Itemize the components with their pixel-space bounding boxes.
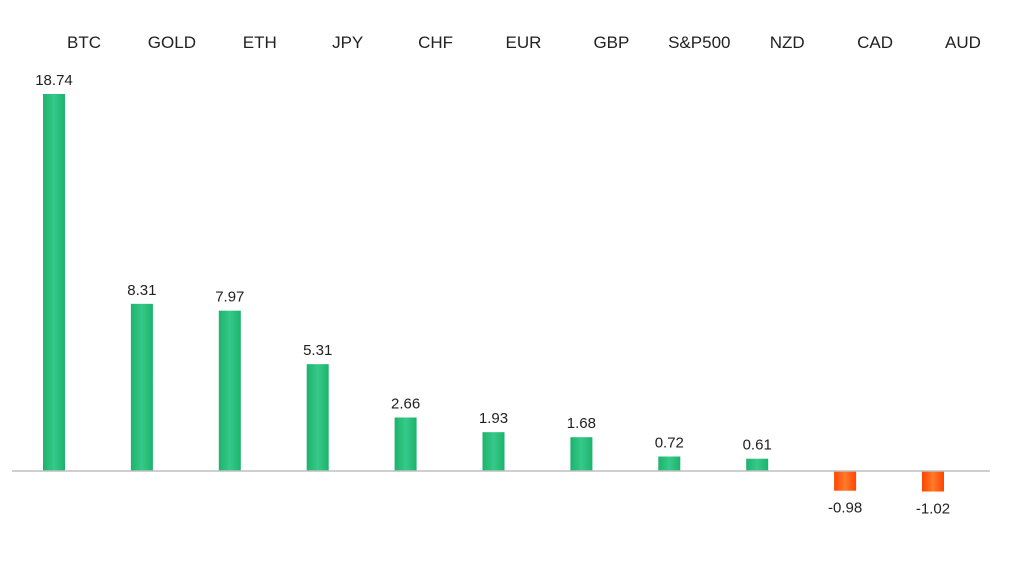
value-label: -0.98 xyxy=(828,500,862,517)
value-label: 7.97 xyxy=(215,289,244,306)
category-label: NZD xyxy=(770,33,805,52)
category-label: EUR xyxy=(506,33,542,52)
category-label: JPY xyxy=(332,33,363,52)
bar xyxy=(658,456,681,471)
category-label: S&P500 xyxy=(668,33,730,52)
value-label: 1.93 xyxy=(479,410,508,427)
bar xyxy=(834,471,857,491)
bar xyxy=(130,303,153,471)
bar xyxy=(482,432,505,471)
category-label: ETH xyxy=(243,33,277,52)
category-label: GOLD xyxy=(148,33,196,52)
bar xyxy=(570,437,593,471)
category-label: GBP xyxy=(593,33,629,52)
value-label: 5.31 xyxy=(303,342,332,359)
bars-group xyxy=(43,94,944,492)
value-label: 8.31 xyxy=(127,282,156,299)
category-label: CHF xyxy=(418,33,453,52)
category-label: CAD xyxy=(857,33,893,52)
value-labels: 18.74 8.31 7.97 5.31 2.66 1.93 1.68 0.72 0.61 -0.… xyxy=(35,72,950,518)
value-label: 0.61 xyxy=(743,437,772,454)
value-label: 0.72 xyxy=(655,435,684,452)
value-label: -1.02 xyxy=(916,501,950,518)
value-label: 18.74 xyxy=(35,72,73,89)
category-labels: BTC GOLD ETH JPY CHF EUR GBP S&P500 NZD CAD AUD xyxy=(67,33,981,52)
bar xyxy=(218,310,241,471)
value-label: 1.68 xyxy=(567,415,596,432)
category-label: BTC xyxy=(67,33,101,52)
bar xyxy=(43,94,65,471)
bar xyxy=(394,417,417,471)
bar xyxy=(922,471,944,492)
bar xyxy=(306,364,329,471)
bar xyxy=(746,458,769,471)
category-label: AUD xyxy=(945,33,981,52)
value-label: 2.66 xyxy=(391,395,420,412)
